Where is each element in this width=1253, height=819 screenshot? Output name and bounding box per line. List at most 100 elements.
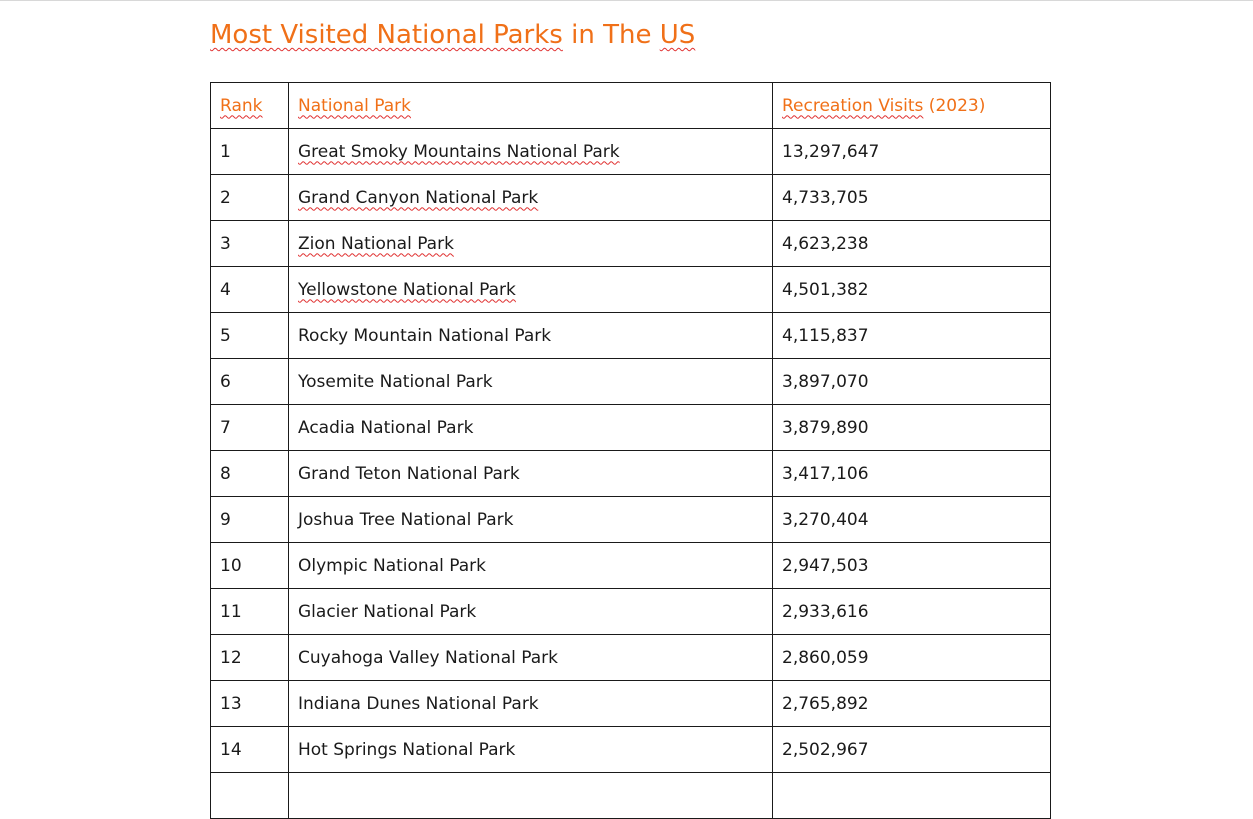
cell-park-name[interactable] — [288, 772, 773, 819]
table-row: 7 Acadia National Park 3,879,890 — [210, 404, 1051, 451]
table-row: 11 Glacier National Park 2,933,616 — [210, 588, 1051, 635]
cell-park-name[interactable]: Great Smoky Mountains National Park — [288, 128, 773, 175]
document-title[interactable]: Most Visited National Parks in The US — [210, 18, 695, 52]
visits-value: 3,879,890 — [782, 417, 869, 438]
cell-rank[interactable]: 2 — [210, 174, 289, 221]
table-row: 9 Joshua Tree National Park 3,270,404 — [210, 496, 1051, 543]
title-part-main: Most Visited National Parks — [210, 20, 563, 50]
cell-visits[interactable]: 3,897,070 — [772, 358, 1051, 405]
title-part-middle: in The — [562, 20, 660, 50]
cell-rank[interactable]: 6 — [210, 358, 289, 405]
cell-visits[interactable]: 3,270,404 — [772, 496, 1051, 543]
park-name: Grand Teton National Park — [298, 463, 520, 484]
header-cell-rank[interactable]: Rank — [210, 82, 289, 129]
cell-visits[interactable]: 4,733,705 — [772, 174, 1051, 221]
cell-park-name[interactable]: Hot Springs National Park — [288, 726, 773, 773]
park-name: Hot Springs National Park — [298, 739, 516, 760]
window-top-border — [0, 0, 1253, 1]
cell-rank[interactable]: 14 — [210, 726, 289, 773]
cell-rank[interactable]: 4 — [210, 266, 289, 313]
cell-visits[interactable]: 3,879,890 — [772, 404, 1051, 451]
park-name: Indiana Dunes National Park — [298, 693, 539, 714]
table-row: 13 Indiana Dunes National Park 2,765,892 — [210, 680, 1051, 727]
header-rank-label: Rank — [220, 95, 263, 116]
park-name: Acadia National Park — [298, 417, 474, 438]
table-row: 1 Great Smoky Mountains National Park 13,2… — [210, 128, 1051, 175]
rank-value: 4 — [220, 279, 231, 300]
park-name: Zion National Park — [298, 233, 454, 254]
cell-rank[interactable]: 11 — [210, 588, 289, 635]
header-park-label: National Park — [298, 95, 411, 116]
cell-visits[interactable]: 2,502,967 — [772, 726, 1051, 773]
title-part-end: US — [659, 20, 696, 50]
park-name: Glacier National Park — [298, 601, 477, 622]
table-row: 3 Zion National Park 4,623,238 — [210, 220, 1051, 267]
cell-visits[interactable]: 13,297,647 — [772, 128, 1051, 175]
parks-table: Rank National Park Recreation Visits (20… — [210, 82, 1051, 819]
header-visits-year: (2023) — [923, 95, 986, 116]
cell-visits[interactable]: 4,623,238 — [772, 220, 1051, 267]
visits-value: 2,933,616 — [782, 601, 869, 622]
park-name: Rocky Mountain National Park — [298, 325, 552, 346]
cell-park-name[interactable]: Zion National Park — [288, 220, 773, 267]
table-row: 2 Grand Canyon National Park 4,733,705 — [210, 174, 1051, 221]
cell-visits[interactable]: 4,501,382 — [772, 266, 1051, 313]
header-cell-park[interactable]: National Park — [288, 82, 773, 129]
rank-value: 10 — [220, 555, 242, 576]
table-row: 6 Yosemite National Park 3,897,070 — [210, 358, 1051, 405]
rank-value: 1 — [220, 141, 231, 162]
cell-rank[interactable]: 8 — [210, 450, 289, 497]
cell-park-name[interactable]: Rocky Mountain National Park — [288, 312, 773, 359]
header-cell-visits[interactable]: Recreation Visits (2023) — [772, 82, 1051, 129]
rank-value: 14 — [220, 739, 242, 760]
visits-value: 2,947,503 — [782, 555, 869, 576]
visits-value: 4,115,837 — [782, 325, 869, 346]
cell-visits[interactable]: 2,765,892 — [772, 680, 1051, 727]
park-name: Joshua Tree National Park — [298, 509, 514, 530]
cell-rank[interactable]: 5 — [210, 312, 289, 359]
rank-value: 7 — [220, 417, 231, 438]
rank-value: 6 — [220, 371, 231, 392]
cell-rank[interactable]: 3 — [210, 220, 289, 267]
cell-park-name[interactable]: Yellowstone National Park — [288, 266, 773, 313]
cell-visits[interactable]: 2,860,059 — [772, 634, 1051, 681]
visits-value: 3,270,404 — [782, 509, 869, 530]
cell-visits[interactable]: 2,933,616 — [772, 588, 1051, 635]
rank-value: 3 — [220, 233, 231, 254]
park-name: Yosemite National Park — [298, 371, 493, 392]
table-row — [210, 772, 1051, 819]
cell-park-name[interactable]: Olympic National Park — [288, 542, 773, 589]
table-row: 5 Rocky Mountain National Park 4,115,837 — [210, 312, 1051, 359]
cell-rank[interactable] — [210, 772, 289, 819]
cell-visits[interactable] — [772, 772, 1051, 819]
cell-visits[interactable]: 4,115,837 — [772, 312, 1051, 359]
rank-value: 13 — [220, 693, 242, 714]
park-name: Olympic National Park — [298, 555, 486, 576]
rank-value: 2 — [220, 187, 231, 208]
cell-visits[interactable]: 2,947,503 — [772, 542, 1051, 589]
cell-park-name[interactable]: Acadia National Park — [288, 404, 773, 451]
cell-park-name[interactable]: Grand Teton National Park — [288, 450, 773, 497]
cell-visits[interactable]: 3,417,106 — [772, 450, 1051, 497]
cell-park-name[interactable]: Grand Canyon National Park — [288, 174, 773, 221]
cell-rank[interactable]: 1 — [210, 128, 289, 175]
cell-rank[interactable]: 9 — [210, 496, 289, 543]
table-row: 12 Cuyahoga Valley National Park 2,860,059 — [210, 634, 1051, 681]
rank-value: 8 — [220, 463, 231, 484]
cell-rank[interactable]: 10 — [210, 542, 289, 589]
cell-rank[interactable]: 7 — [210, 404, 289, 451]
cell-park-name[interactable]: Glacier National Park — [288, 588, 773, 635]
cell-park-name[interactable]: Joshua Tree National Park — [288, 496, 773, 543]
visits-value: 13,297,647 — [782, 141, 880, 162]
cell-park-name[interactable]: Yosemite National Park — [288, 358, 773, 405]
visits-value: 4,623,238 — [782, 233, 869, 254]
visits-value: 4,501,382 — [782, 279, 869, 300]
visits-value: 4,733,705 — [782, 187, 869, 208]
table-header-row: Rank National Park Recreation Visits (20… — [210, 82, 1051, 129]
cell-rank[interactable]: 13 — [210, 680, 289, 727]
cell-park-name[interactable]: Cuyahoga Valley National Park — [288, 634, 773, 681]
park-name: Yellowstone National Park — [298, 279, 516, 300]
table-row: 4 Yellowstone National Park 4,501,382 — [210, 266, 1051, 313]
cell-rank[interactable]: 12 — [210, 634, 289, 681]
cell-park-name[interactable]: Indiana Dunes National Park — [288, 680, 773, 727]
